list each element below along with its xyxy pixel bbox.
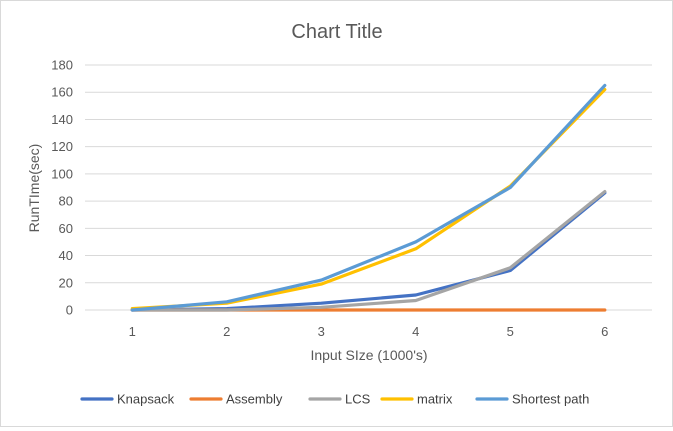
legend: Knapsack Assembly LCS matrix Shortest path: [80, 392, 589, 407]
y-tick-label: 60: [59, 221, 73, 236]
y-tick-label: 40: [59, 248, 73, 263]
x-tick-label: 4: [412, 324, 419, 339]
x-tick-label: 3: [318, 324, 325, 339]
series-lines: [130, 83, 607, 312]
legend-label: matrix: [417, 392, 453, 407]
y-tick-label: 0: [66, 303, 73, 318]
y-tick-label: 160: [51, 85, 73, 100]
legend-label: LCS: [345, 392, 371, 407]
series-line-shortest-path: [130, 83, 607, 312]
x-tick-label: 6: [601, 324, 608, 339]
x-axis-ticks: 1 2 3 4 5 6: [129, 324, 609, 339]
y-tick-label: 140: [51, 112, 73, 127]
y-tick-label: 180: [51, 58, 73, 73]
legend-label: Shortest path: [512, 392, 589, 407]
series-line-knapsack: [130, 191, 607, 312]
y-axis-ticks: 0 20 40 60 80 100 120 140 160 180: [51, 58, 73, 318]
x-tick-label: 2: [223, 324, 230, 339]
chart-title: Chart Title: [291, 21, 382, 43]
y-tick-label: 20: [59, 275, 73, 290]
x-tick-label: 5: [507, 324, 514, 339]
legend-label: Assembly: [226, 392, 283, 407]
y-tick-label: 80: [59, 194, 73, 209]
x-tick-label: 1: [129, 324, 136, 339]
y-axis-title: RunTIme(sec): [26, 144, 42, 233]
legend-label: Knapsack: [117, 392, 175, 407]
series-line-matrix: [130, 87, 607, 311]
y-tick-label: 120: [51, 139, 73, 154]
series-line-lcs: [130, 190, 607, 312]
y-tick-label: 100: [51, 166, 73, 181]
gridlines: [85, 64, 652, 311]
x-axis-title: Input SIze (1000's): [310, 347, 427, 363]
